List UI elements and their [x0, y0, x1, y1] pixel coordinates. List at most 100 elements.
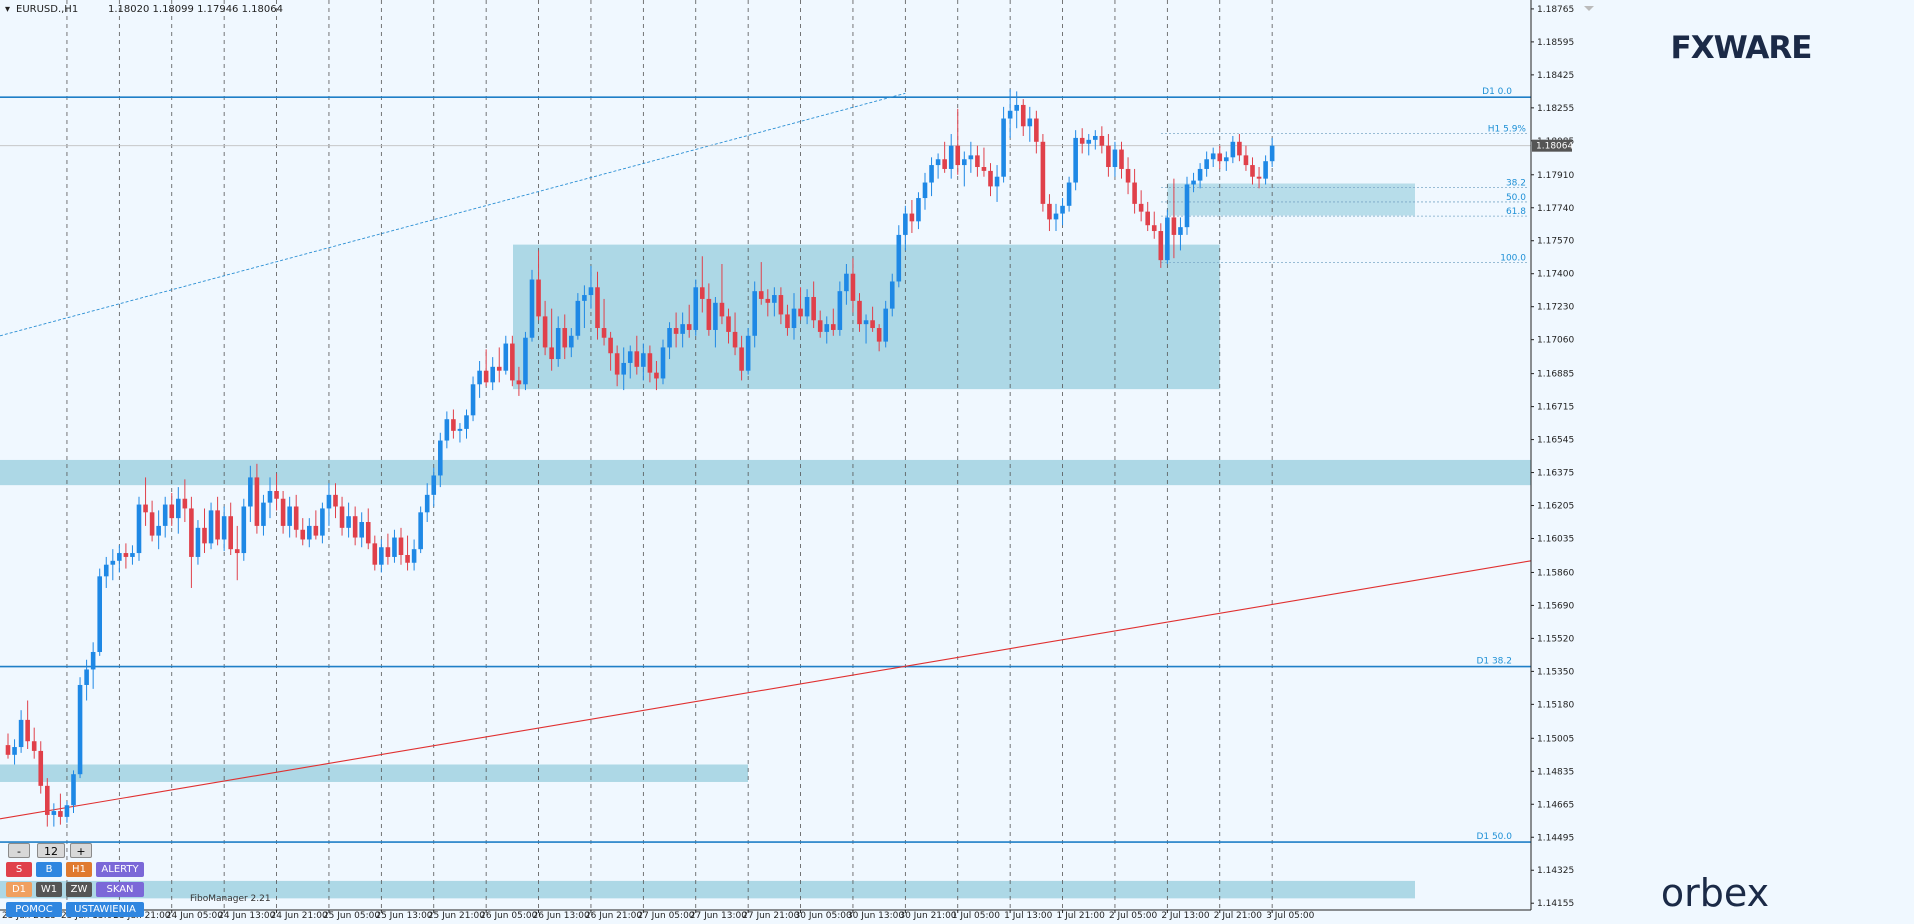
candle-body [215, 510, 220, 540]
candle-body [706, 298, 712, 330]
candle-body [162, 504, 168, 526]
candle-body [929, 165, 934, 183]
candle-body [922, 182, 928, 199]
zoom-value[interactable]: 12 [37, 843, 65, 858]
candle-body [634, 351, 640, 367]
candle-body [1230, 141, 1236, 158]
candles [5, 89, 1275, 827]
price-tick-label: 1.14155 [1537, 899, 1574, 909]
candle-body [195, 527, 201, 557]
indicator-name: FiboManager 2.21 [190, 894, 271, 904]
candle-body [975, 155, 980, 168]
candle-body [287, 506, 292, 526]
candle-body [549, 347, 554, 360]
candle-body [595, 287, 600, 329]
candle-body [1014, 104, 1019, 111]
price-tick-label: 1.18425 [1537, 71, 1574, 81]
fibo-label: 61.8 [1506, 207, 1526, 217]
candle-body [444, 419, 450, 441]
pomoc-button[interactable]: POMOC [6, 902, 62, 917]
candle-body [785, 314, 790, 329]
candle-body [673, 328, 679, 334]
candle-body [202, 527, 207, 544]
zoom-minus-button[interactable]: - [8, 843, 30, 858]
skan-button[interactable]: SKAN [96, 882, 144, 897]
price-tick-label: 1.15520 [1537, 634, 1574, 644]
alerty-button[interactable]: ALERTY [96, 862, 144, 877]
candle-body [1020, 104, 1026, 127]
candle-body [863, 320, 869, 325]
price-tick-label: 1.15690 [1537, 601, 1574, 611]
candle-body [405, 554, 410, 563]
candle-body [123, 553, 129, 557]
candle-body [575, 300, 581, 336]
candle-body [77, 684, 83, 775]
candle-body [1073, 137, 1078, 183]
price-tick-label: 1.16545 [1537, 436, 1574, 446]
time-tick-label: 24 Jun 13:00 [218, 911, 275, 920]
candle-body [654, 372, 659, 379]
zw-button[interactable]: ZW [66, 882, 92, 897]
candle-body [641, 353, 646, 367]
price-zone [0, 764, 748, 782]
time-tick-label: 25 Jun 13:00 [375, 911, 432, 920]
fxware-logo: FXWARE [1671, 30, 1812, 66]
candle-body [1132, 182, 1137, 204]
candle-body [392, 537, 397, 557]
d1-button[interactable]: D1 [6, 882, 32, 897]
candle-body [1053, 213, 1059, 220]
red-trendline [0, 560, 1532, 820]
candle-body [477, 370, 482, 385]
time-tick-label: 30 Jun 13:00 [847, 911, 904, 920]
candle-body [208, 510, 214, 544]
buy-button[interactable]: B [36, 862, 62, 877]
candle-body [889, 281, 895, 309]
fibo-label: H1 5.9% [1488, 125, 1527, 135]
candle-body [510, 343, 515, 381]
candle-body [136, 504, 142, 554]
candle-body [700, 287, 705, 299]
candle-body [25, 719, 30, 742]
candle-body [1243, 155, 1249, 166]
candle-body [798, 308, 803, 317]
price-tick-label: 1.17400 [1537, 270, 1574, 280]
shift-marker-icon[interactable] [1584, 6, 1594, 11]
candle-body [962, 159, 967, 166]
candle-body [90, 651, 96, 670]
candle-body [411, 549, 417, 563]
time-tick-label: 30 Jun 21:00 [899, 911, 956, 920]
candle-body [12, 747, 17, 755]
candle-body [844, 273, 849, 292]
symbol-timeframe: EURUSD.,H1 [16, 4, 78, 15]
candle-body [1119, 149, 1124, 169]
candle-body [31, 741, 37, 751]
candle-body [1256, 176, 1262, 179]
header-arrow-icon[interactable]: ▾ [5, 4, 10, 15]
candle-body [1099, 135, 1105, 146]
candle-body [1224, 157, 1229, 162]
candle-body [1125, 168, 1131, 183]
time-tick-label: 1 Jul 21:00 [1057, 911, 1106, 920]
h1-button[interactable]: H1 [66, 862, 92, 877]
candle-body [143, 504, 148, 513]
candle-body [1047, 203, 1052, 220]
zoom-plus-button[interactable]: + [70, 843, 92, 858]
candle-body [58, 811, 63, 817]
candle-body [346, 516, 351, 528]
candle-body [320, 508, 325, 536]
price-tick-label: 1.18595 [1537, 38, 1574, 48]
ustawienia-button[interactable]: USTAWIENIA [66, 902, 144, 917]
candle-body [1217, 153, 1223, 162]
candle-body [418, 512, 423, 550]
price-zone [0, 880, 1415, 899]
time-tick-label: 25 Jun 05:00 [323, 911, 380, 920]
candle-body [182, 498, 188, 509]
time-tick-label: 2 Jul 05:00 [1109, 911, 1158, 920]
w1-button[interactable]: W1 [36, 882, 62, 897]
sell-button[interactable]: S [6, 862, 32, 877]
candle-body [110, 560, 116, 565]
candle-body [686, 324, 692, 330]
ohlc-values: 1.18020 1.18099 1.17946 1.18064 [108, 4, 283, 15]
